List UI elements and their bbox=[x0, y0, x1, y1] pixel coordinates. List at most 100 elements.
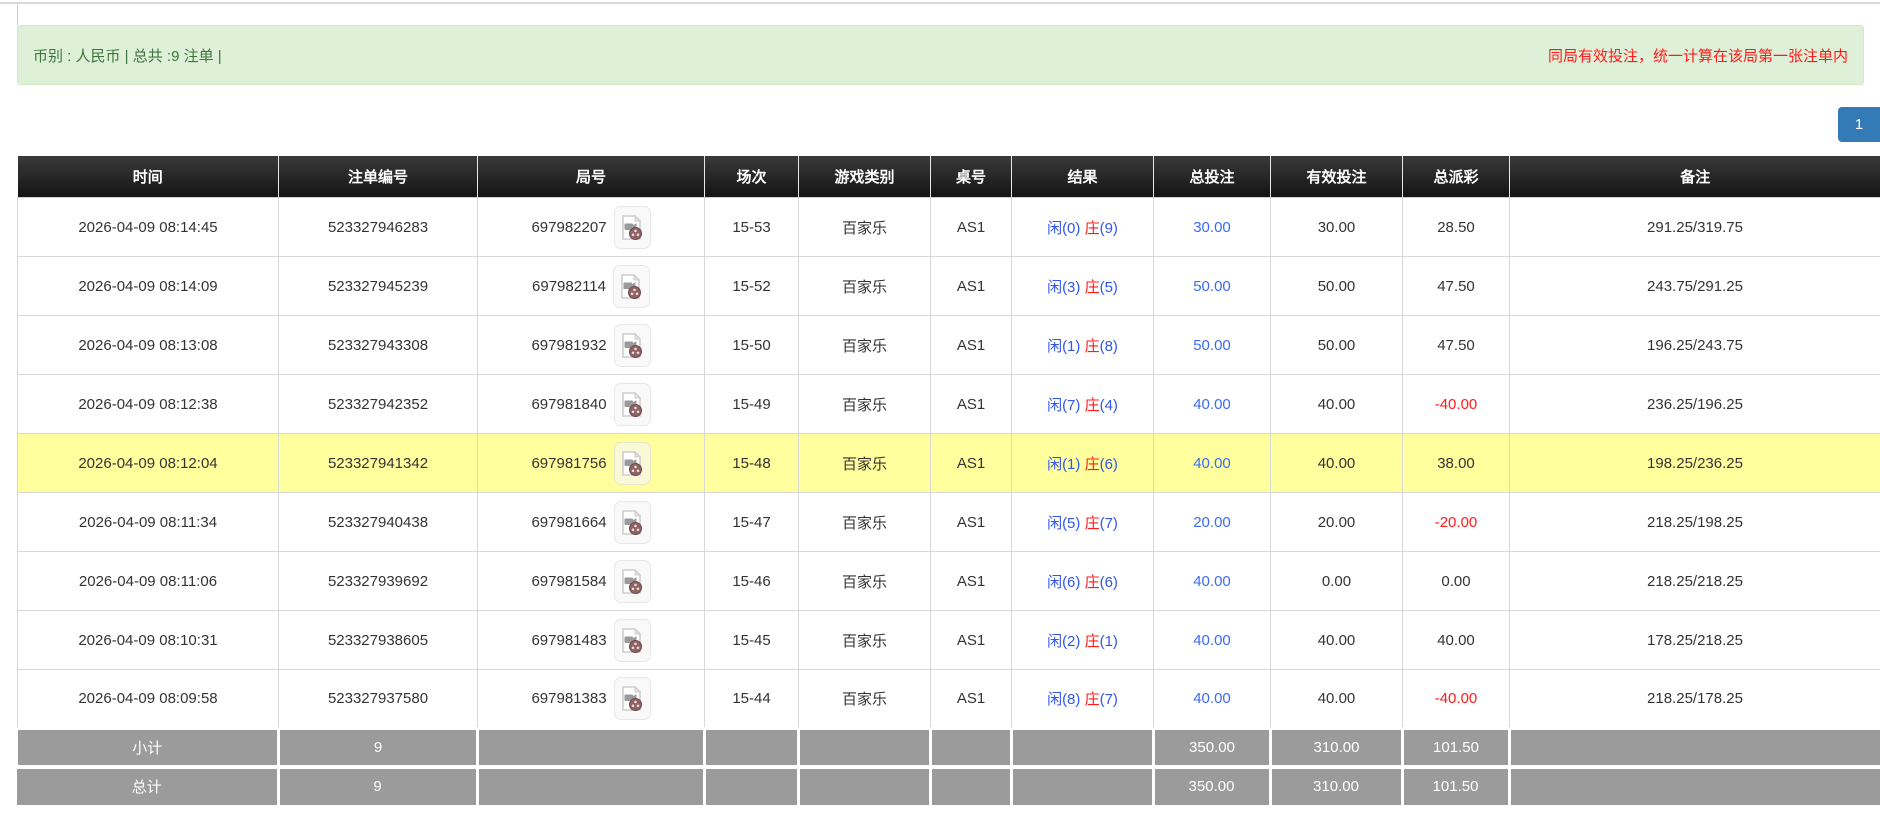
video-replay-button[interactable] bbox=[613, 205, 651, 249]
col-time: 时间 bbox=[17, 156, 279, 198]
video-replay-icon bbox=[621, 568, 644, 595]
table-row[interactable]: 2026-04-09 08:13:08 523327943308 6979819… bbox=[17, 315, 1880, 375]
cell-time: 2026-04-09 08:14:09 bbox=[17, 256, 279, 316]
cell-game-type: 百家乐 bbox=[798, 492, 931, 552]
cell-session: 15-44 bbox=[704, 669, 799, 729]
video-replay-button[interactable] bbox=[613, 323, 651, 367]
pagination-page-1-button[interactable]: 1 bbox=[1838, 107, 1880, 142]
cell-round-id: 697981932 bbox=[477, 315, 705, 375]
total-bet-link[interactable]: 20.00 bbox=[1193, 513, 1231, 531]
table-row[interactable]: 2026-04-09 08:11:06 523327939692 6979815… bbox=[17, 551, 1880, 611]
cell-table-no: AS1 bbox=[930, 669, 1012, 729]
cell-result: 闲(2) 庄(1) bbox=[1011, 610, 1154, 670]
cell-result: 闲(3) 庄(5) bbox=[1011, 256, 1154, 316]
cell-bet-id: 523327942352 bbox=[278, 374, 478, 434]
result-banker-points: (6) bbox=[1099, 455, 1118, 473]
cell-round-id: 697981840 bbox=[477, 374, 705, 434]
table-row[interactable]: 2026-04-09 08:14:09 523327945239 6979821… bbox=[17, 256, 1880, 316]
cell-session: 15-53 bbox=[704, 197, 799, 257]
cell-valid-bet: 30.00 bbox=[1270, 197, 1403, 257]
cell-round-id: 697981584 bbox=[477, 551, 705, 611]
cell-note: 218.25/198.25 bbox=[1509, 492, 1880, 552]
table-row[interactable]: 2026-04-09 08:12:04 523327941342 6979817… bbox=[17, 433, 1880, 493]
cell-bet-id: 523327943308 bbox=[278, 315, 478, 375]
cell-round-id: 697981383 bbox=[477, 669, 705, 729]
cell-result: 闲(0) 庄(9) bbox=[1011, 197, 1154, 257]
summary-banner: 币别 : 人民币 | 总共 :9 注单 | 同局有效投注，统一计算在该局第一张注… bbox=[17, 25, 1864, 85]
cell-bet-id: 523327939692 bbox=[278, 551, 478, 611]
cell-table-no: AS1 bbox=[930, 492, 1012, 552]
table-row[interactable]: 2026-04-09 08:09:58 523327937580 6979813… bbox=[17, 669, 1880, 729]
cell-bet-id: 523327941342 bbox=[278, 433, 478, 493]
cell-result: 闲(5) 庄(7) bbox=[1011, 492, 1154, 552]
result-player: 闲(1) bbox=[1047, 455, 1085, 473]
round-id-text: 697981932 bbox=[531, 336, 607, 354]
cell-total-bet: 30.00 bbox=[1153, 197, 1271, 257]
total-bet-link[interactable]: 40.00 bbox=[1193, 572, 1231, 590]
totals-label: 总计 bbox=[17, 768, 280, 805]
cell-round-id: 697981664 bbox=[477, 492, 705, 552]
video-replay-button[interactable] bbox=[613, 500, 651, 544]
total-bet-link[interactable]: 50.00 bbox=[1193, 277, 1231, 295]
cell-valid-bet: 50.00 bbox=[1270, 315, 1403, 375]
col-valid-bet: 有效投注 bbox=[1270, 156, 1403, 198]
table-row[interactable]: 2026-04-09 08:12:38 523327942352 6979818… bbox=[17, 374, 1880, 434]
cell-total-bet: 40.00 bbox=[1153, 669, 1271, 729]
total-bet-link[interactable]: 30.00 bbox=[1193, 218, 1231, 236]
total-bet-link[interactable]: 40.00 bbox=[1193, 690, 1231, 707]
total-bet-link[interactable]: 40.00 bbox=[1193, 631, 1231, 649]
round-id-text: 697982114 bbox=[532, 277, 606, 295]
cell-game-type: 百家乐 bbox=[798, 433, 931, 493]
cell-time: 2026-04-09 08:14:45 bbox=[17, 197, 279, 257]
cell-time: 2026-04-09 08:13:08 bbox=[17, 315, 279, 375]
col-payout: 总派彩 bbox=[1402, 156, 1510, 198]
cell-total-bet: 40.00 bbox=[1153, 433, 1271, 493]
cell-note: 178.25/218.25 bbox=[1509, 610, 1880, 670]
video-replay-icon bbox=[620, 273, 643, 300]
cell-valid-bet: 50.00 bbox=[1270, 256, 1403, 316]
currency-summary-text: 币别 : 人民币 | 总共 :9 注单 | bbox=[33, 47, 222, 65]
cell-note: 236.25/196.25 bbox=[1509, 374, 1880, 434]
table-header-row: 时间 注单编号 局号 场次 游戏类别 桌号 结果 总投注 有效投注 总派彩 备注 bbox=[17, 156, 1880, 198]
cell-result: 闲(7) 庄(4) bbox=[1011, 374, 1154, 434]
cell-session: 15-46 bbox=[704, 551, 799, 611]
cell-table-no: AS1 bbox=[930, 315, 1012, 375]
result-banker-points: (6) bbox=[1099, 573, 1118, 591]
result-banker-points: (1) bbox=[1099, 632, 1118, 650]
total-bet-link[interactable]: 50.00 bbox=[1193, 336, 1231, 354]
video-replay-button[interactable] bbox=[613, 382, 651, 426]
result-player: 闲(2) bbox=[1047, 632, 1085, 650]
subtotal-row: 小计 9 350.00 310.00 101.50 bbox=[17, 727, 1880, 765]
table-row[interactable]: 2026-04-09 08:14:45 523327946283 6979822… bbox=[17, 197, 1880, 257]
top-divider bbox=[0, 2, 1880, 4]
cell-table-no: AS1 bbox=[930, 551, 1012, 611]
col-table-no: 桌号 bbox=[930, 156, 1012, 198]
video-replay-button[interactable] bbox=[613, 441, 651, 485]
cell-time: 2026-04-09 08:10:31 bbox=[17, 610, 279, 670]
video-replay-button[interactable] bbox=[612, 264, 650, 308]
result-banker-points: (8) bbox=[1099, 337, 1118, 355]
cell-game-type: 百家乐 bbox=[798, 669, 931, 729]
result-banker: 庄 bbox=[1084, 632, 1100, 650]
cell-note: 291.25/319.75 bbox=[1509, 197, 1880, 257]
cell-payout: 47.50 bbox=[1402, 256, 1510, 316]
cell-session: 15-52 bbox=[704, 256, 799, 316]
video-replay-button[interactable] bbox=[613, 559, 651, 603]
video-replay-button[interactable] bbox=[613, 618, 651, 662]
result-player: 闲(5) bbox=[1047, 514, 1085, 532]
video-replay-button[interactable] bbox=[613, 677, 651, 720]
table-row[interactable]: 2026-04-09 08:10:31 523327938605 6979814… bbox=[17, 610, 1880, 670]
cell-note: 218.25/178.25 bbox=[1509, 669, 1880, 729]
video-replay-icon bbox=[621, 627, 644, 654]
panel-edge-tick bbox=[17, 4, 18, 25]
result-player: 闲(1) bbox=[1047, 337, 1085, 355]
cell-result: 闲(1) 庄(8) bbox=[1011, 315, 1154, 375]
col-result: 结果 bbox=[1011, 156, 1154, 198]
result-player: 闲(3) bbox=[1047, 278, 1085, 296]
totals-bet-count: 9 bbox=[278, 727, 479, 765]
grand-total-row: 总计 9 350.00 310.00 101.50 bbox=[17, 768, 1880, 805]
total-bet-link[interactable]: 40.00 bbox=[1193, 395, 1231, 413]
table-row[interactable]: 2026-04-09 08:11:34 523327940438 6979816… bbox=[17, 492, 1880, 552]
cell-note: 218.25/218.25 bbox=[1509, 551, 1880, 611]
total-bet-link[interactable]: 40.00 bbox=[1193, 454, 1231, 472]
